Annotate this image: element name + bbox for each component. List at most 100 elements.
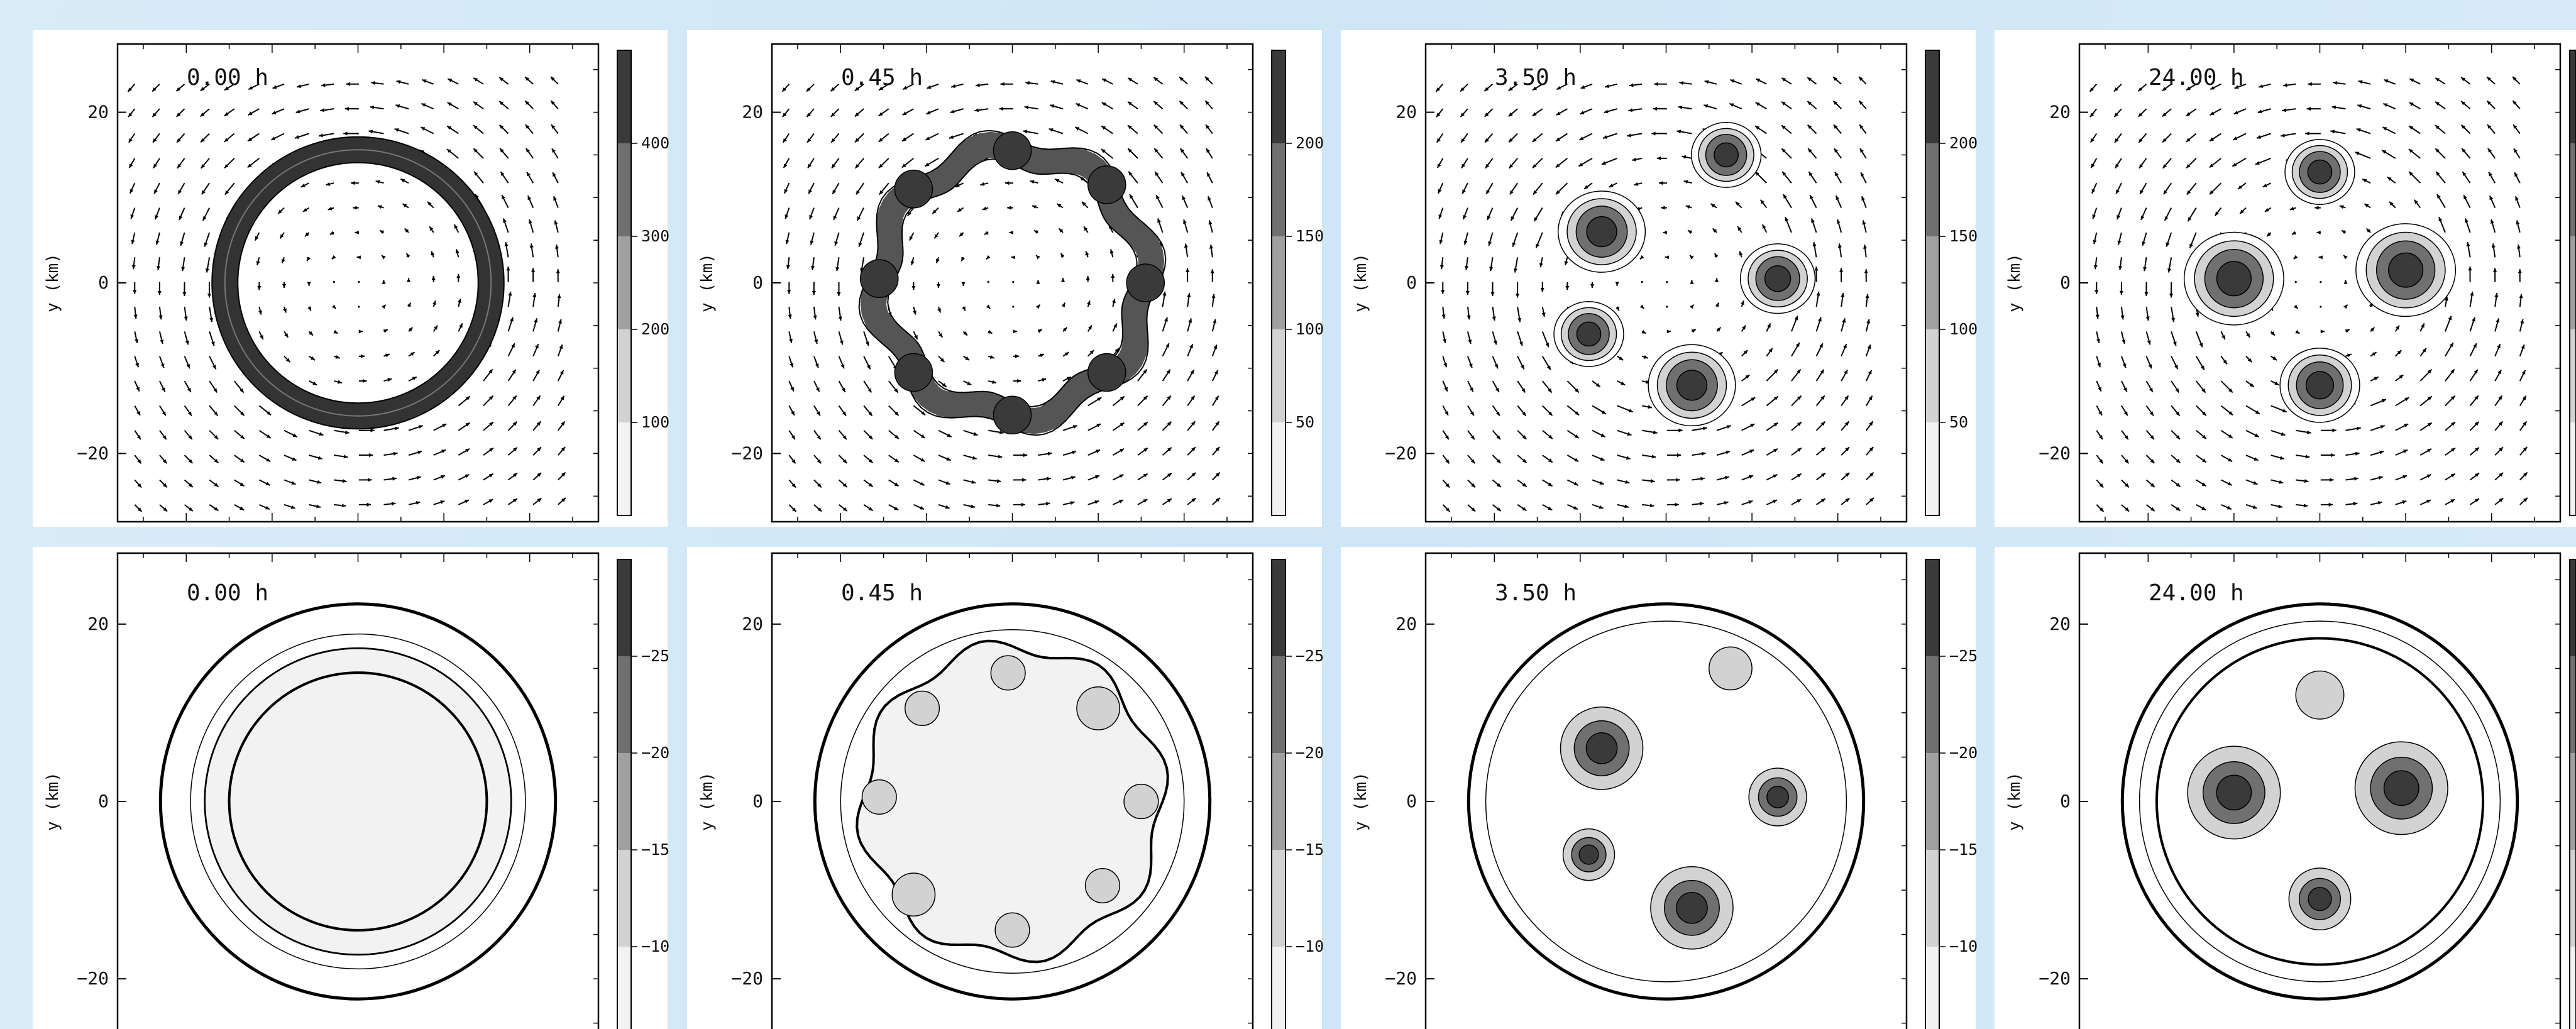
wind-vector-head <box>2451 422 2455 426</box>
wind-vector-head <box>1471 507 1476 512</box>
colorbar-band <box>1925 329 1939 422</box>
wind-vector-head <box>2210 137 2215 141</box>
wind-vector-head <box>1773 474 1778 478</box>
colorbar-band <box>1272 559 1285 656</box>
wind-vector-head <box>2475 447 2479 452</box>
wind-vector-head <box>842 483 847 487</box>
wind-vector-head <box>2499 473 2504 477</box>
wind-vector-head <box>965 356 970 360</box>
wind-vector-head <box>1486 189 1490 194</box>
wind-vector-head <box>1468 339 1472 344</box>
wind-vector-head <box>2228 410 2233 415</box>
wind-vector-head <box>1521 388 1526 393</box>
wind-vector-head <box>1656 156 1661 160</box>
wind-vector-head <box>1795 342 1800 347</box>
wind-vector-head <box>973 432 978 436</box>
wind-vector-head <box>1191 447 1196 451</box>
colorbar-tick-label: −20 <box>1949 744 1978 762</box>
wind-vector-head <box>1129 194 1133 199</box>
wind-vector-head <box>2254 433 2259 437</box>
wind-vector-head <box>535 344 539 349</box>
wind-vector-head <box>528 219 532 224</box>
wind-vector-head <box>833 215 837 220</box>
wind-vector-head <box>1156 195 1160 200</box>
wind-vector-head <box>224 86 229 91</box>
wind-vector-head <box>2215 211 2219 216</box>
wind-vector-head <box>980 182 985 186</box>
wind-vector-head <box>1164 317 1168 322</box>
wind-vector-head <box>135 338 138 343</box>
wind-vector-head <box>2144 292 2149 297</box>
colorbar-band <box>2570 236 2576 329</box>
wind-vector-head <box>2370 327 2375 332</box>
wind-vector-head <box>1030 180 1035 184</box>
wind-vector-head <box>1128 101 1132 106</box>
wind-vector-head <box>2516 220 2520 225</box>
wind-vector-head <box>200 87 205 91</box>
wind-vector-head <box>2354 476 2359 481</box>
colorbar: −25 −20 −15 −10 <box>1925 559 1978 1029</box>
wind-vector-head <box>947 433 952 437</box>
wind-vector-head <box>317 456 322 460</box>
wind-vector-head <box>206 268 210 273</box>
y-tick-label: −20 <box>731 443 763 463</box>
wind-vector-head <box>1215 472 1220 477</box>
contour-feature-blob <box>861 779 897 815</box>
vortex-core <box>1578 844 1599 865</box>
wind-vector-head <box>1179 124 1184 129</box>
wind-vector-head <box>1807 124 1812 129</box>
wind-vector-head <box>2387 177 2392 181</box>
wind-vector-head <box>212 365 216 370</box>
wind-vector-head <box>1025 80 1030 85</box>
wind-vector-head <box>1179 77 1184 81</box>
wind-vector-head <box>181 267 185 272</box>
wind-vector-head <box>2357 426 2361 431</box>
wind-vector-head <box>157 265 161 270</box>
wind-vector-head <box>857 216 861 221</box>
wind-vector-head <box>551 148 556 153</box>
contour-feature-blob <box>904 690 940 726</box>
wind-vector-head <box>258 310 262 315</box>
wind-vector-head <box>410 352 415 356</box>
contour-line <box>211 136 505 430</box>
wind-vector-head <box>2382 127 2387 131</box>
wind-vector-head <box>1773 396 1778 400</box>
wind-vector-head <box>1205 101 1209 105</box>
wind-vector-head <box>1710 204 1715 208</box>
wind-vector-head <box>2259 84 2263 89</box>
wind-vector-head <box>1493 340 1497 345</box>
wind-vector-head <box>421 127 426 131</box>
wind-vector-head <box>1810 195 1814 200</box>
wind-vector-head <box>1120 422 1125 427</box>
wind-vector-head <box>177 163 182 168</box>
wind-vector-head <box>1574 434 1579 438</box>
wind-vector-head <box>1575 388 1579 393</box>
wind-vector-head <box>2496 318 2500 323</box>
wind-vector-head <box>1438 214 1443 219</box>
wind-vector-head <box>534 318 538 323</box>
wind-vector-head <box>1745 375 1750 379</box>
wind-vector-head <box>1767 323 1771 328</box>
wind-vector-head <box>976 83 980 87</box>
wind-vector-head <box>2305 454 2310 459</box>
wind-vector-head <box>1180 148 1184 153</box>
wind-vector-head <box>2295 329 2300 334</box>
wind-vector-head <box>1724 476 1729 480</box>
wind-vector-head <box>783 113 787 118</box>
wind-vector-head <box>2210 85 2215 90</box>
wind-vector-head <box>2247 358 2252 363</box>
wind-vector-head <box>335 355 340 359</box>
wind-vector-head <box>2091 163 2095 168</box>
wind-vector-head <box>1859 101 1863 105</box>
wind-vector-head <box>1820 395 1825 400</box>
wind-vector-head <box>789 338 793 343</box>
wind-vector-head <box>808 189 812 194</box>
wind-vector-head <box>406 253 410 258</box>
wind-vector-head <box>2195 312 2199 317</box>
y-tick-label: −20 <box>731 968 763 989</box>
wind-vector-head <box>531 268 536 272</box>
wind-vector-head <box>2487 124 2492 129</box>
wind-vector-head <box>1648 405 1653 409</box>
wind-vector-head <box>129 189 134 194</box>
wind-vector-head <box>2358 80 2363 84</box>
